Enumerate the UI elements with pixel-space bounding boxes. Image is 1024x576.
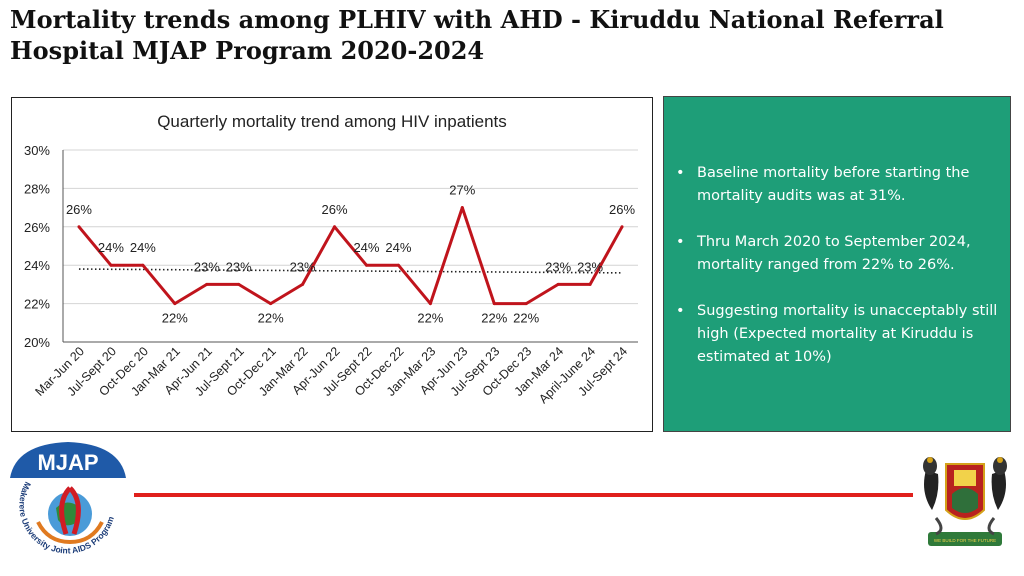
- data-label: 23%: [290, 259, 316, 274]
- data-point: [364, 263, 368, 267]
- y-tick-label: 26%: [24, 220, 50, 235]
- data-point: [333, 225, 337, 229]
- data-label: 26%: [322, 202, 348, 217]
- y-tick-label: 22%: [24, 297, 50, 312]
- data-point: [237, 282, 241, 286]
- data-point: [428, 302, 432, 306]
- data-point: [109, 263, 113, 267]
- chart-panel: Quarterly mortality trend among HIV inpa…: [11, 97, 653, 432]
- y-tick-label: 28%: [24, 181, 50, 196]
- data-label: 23%: [194, 259, 220, 274]
- data-label: 27%: [449, 183, 475, 198]
- data-label: 22%: [513, 311, 539, 326]
- data-label: 22%: [481, 311, 507, 326]
- y-tick-label: 20%: [24, 335, 50, 350]
- mjap-logo-text: MJAP: [37, 450, 98, 475]
- data-point: [173, 302, 177, 306]
- data-point: [301, 282, 305, 286]
- data-point: [492, 302, 496, 306]
- data-point: [205, 282, 209, 286]
- data-label: 24%: [98, 240, 124, 255]
- data-point: [620, 225, 624, 229]
- key-findings-panel: Baseline mortality before starting the m…: [663, 96, 1011, 432]
- data-point: [77, 225, 81, 229]
- y-tick-label: 24%: [24, 258, 50, 273]
- finding-baseline: Baseline mortality before starting the m…: [674, 162, 999, 208]
- mortality-line-chart: Quarterly mortality trend among HIV inpa…: [24, 112, 638, 406]
- data-point: [269, 302, 273, 306]
- data-label: 24%: [130, 240, 156, 255]
- data-label: 24%: [385, 240, 411, 255]
- slide-title: Mortality trends among PLHIV with AHD - …: [10, 5, 944, 65]
- data-label: 26%: [609, 202, 635, 217]
- finding-range: Thru March 2020 to September 2024, morta…: [674, 231, 999, 277]
- data-label: 23%: [577, 259, 603, 274]
- data-label: 22%: [258, 311, 284, 326]
- data-point: [396, 263, 400, 267]
- crest-motto: WE BUILD FOR THE FUTURE: [934, 538, 996, 543]
- chart-title: Quarterly mortality trend among HIV inpa…: [157, 112, 507, 131]
- data-point: [588, 282, 592, 286]
- finding-expected: Suggesting mortality is unacceptably sti…: [674, 300, 999, 369]
- data-point: [524, 302, 528, 306]
- data-label: 23%: [226, 259, 252, 274]
- data-label: 22%: [162, 311, 188, 326]
- data-label: 26%: [66, 202, 92, 217]
- data-point: [556, 282, 560, 286]
- data-label: 22%: [417, 311, 443, 326]
- data-point: [460, 206, 464, 210]
- findings-list: Baseline mortality before starting the m…: [674, 162, 999, 392]
- data-point: [141, 263, 145, 267]
- series-line: [77, 206, 624, 306]
- trendline: [78, 268, 623, 274]
- accent-divider: [134, 493, 913, 497]
- makerere-crest-icon: WE BUILD FOR THE FUTURE: [923, 457, 1007, 546]
- data-label: 24%: [353, 240, 379, 255]
- mjap-logo-icon: MJAP Makerere University Joint AIDS Prog…: [10, 442, 126, 556]
- data-label: 23%: [545, 259, 571, 274]
- y-tick-label: 30%: [24, 143, 50, 158]
